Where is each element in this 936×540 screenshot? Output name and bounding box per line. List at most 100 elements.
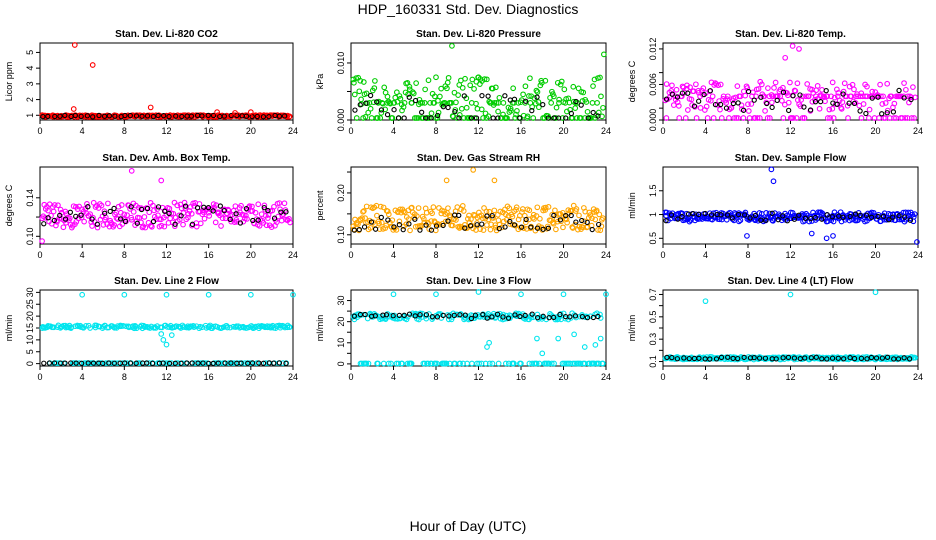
data-point bbox=[459, 202, 466, 209]
data-point bbox=[559, 209, 566, 216]
outlier-point bbox=[782, 54, 789, 61]
data-point bbox=[92, 204, 99, 210]
outlier-point bbox=[160, 337, 167, 343]
outlier-point bbox=[597, 335, 604, 342]
y-axis-label: degrees C bbox=[627, 60, 637, 102]
x-tick-label: 4 bbox=[80, 372, 85, 382]
reference-point bbox=[518, 224, 525, 230]
reference-point bbox=[735, 211, 742, 218]
data-point bbox=[384, 93, 391, 100]
x-tick-label: 24 bbox=[288, 372, 298, 382]
data-point bbox=[668, 88, 675, 94]
data-point bbox=[534, 204, 541, 211]
data-point bbox=[841, 80, 848, 87]
data-point bbox=[142, 323, 149, 330]
reference-point bbox=[906, 356, 913, 362]
reference-point bbox=[255, 217, 261, 223]
outlier-points bbox=[744, 166, 920, 245]
reference-point bbox=[468, 315, 475, 322]
plot-frame bbox=[662, 42, 919, 121]
data-point bbox=[419, 100, 426, 106]
chart-title: Stan. Dev. Li-820 Temp. bbox=[735, 29, 846, 40]
reference-point bbox=[812, 214, 818, 221]
data-point bbox=[830, 115, 837, 121]
reference-point bbox=[702, 210, 708, 217]
chart-title: Stan. Dev. Li-820 Pressure bbox=[416, 29, 541, 40]
data-point bbox=[137, 360, 143, 367]
data-point bbox=[838, 106, 845, 112]
reference-point bbox=[835, 355, 841, 361]
x-tick-label: 0 bbox=[37, 372, 42, 382]
data-point bbox=[814, 83, 821, 89]
y-axis-label: degrees C bbox=[4, 184, 14, 226]
data-point bbox=[287, 219, 293, 226]
reference-point bbox=[718, 354, 725, 361]
data-point bbox=[726, 115, 732, 121]
data-point bbox=[560, 224, 566, 231]
data-point bbox=[377, 203, 384, 210]
data-point bbox=[740, 115, 747, 121]
data-point bbox=[443, 360, 450, 367]
reference-point bbox=[696, 355, 702, 361]
reference-point bbox=[372, 226, 379, 232]
data-point bbox=[831, 94, 838, 101]
data-point bbox=[491, 207, 498, 214]
data-point bbox=[360, 79, 367, 85]
reference-point bbox=[67, 209, 73, 215]
data-point bbox=[198, 360, 204, 367]
reference-point bbox=[529, 311, 535, 317]
reference-point bbox=[500, 314, 506, 320]
data-point bbox=[474, 220, 480, 226]
y-tick-label: 4 bbox=[25, 66, 35, 71]
x-tick-label: 12 bbox=[161, 250, 171, 260]
reference-point bbox=[847, 213, 853, 220]
outlier-point bbox=[796, 46, 802, 52]
chart-title: Stan. Dev. Sample Flow bbox=[735, 153, 847, 164]
data-point bbox=[755, 86, 762, 92]
reference-point bbox=[769, 104, 775, 111]
reference-points bbox=[41, 203, 289, 227]
outlier-point bbox=[39, 238, 45, 244]
data-point bbox=[42, 214, 49, 221]
data-point bbox=[513, 204, 520, 211]
y-axis-label: ml/min bbox=[627, 192, 637, 219]
y-tick-label: 0.10 bbox=[336, 226, 346, 244]
x-tick-label: 20 bbox=[870, 372, 880, 382]
data-point bbox=[499, 224, 505, 231]
reference-point bbox=[780, 213, 786, 219]
reference-point bbox=[368, 219, 375, 225]
reference-points bbox=[663, 210, 914, 224]
reference-point bbox=[879, 111, 885, 117]
reference-point bbox=[172, 360, 178, 366]
data-point bbox=[85, 212, 92, 219]
data-point bbox=[742, 209, 749, 216]
data-point bbox=[481, 76, 488, 83]
data-point bbox=[663, 209, 670, 216]
outlier-point bbox=[518, 291, 524, 298]
data-point bbox=[556, 96, 562, 103]
data-point bbox=[351, 79, 357, 86]
data-point bbox=[857, 93, 864, 100]
x-tick-label: 16 bbox=[828, 126, 838, 136]
x-tick-label: 8 bbox=[433, 372, 438, 382]
y-tick-label: 10 bbox=[336, 338, 346, 348]
data-point bbox=[595, 109, 602, 116]
reference-point bbox=[396, 312, 403, 319]
reference-point bbox=[100, 360, 106, 366]
data-point bbox=[218, 223, 224, 229]
reference-points bbox=[40, 112, 288, 120]
data-point bbox=[505, 212, 512, 219]
reference-point bbox=[495, 115, 501, 121]
data-point bbox=[175, 360, 181, 367]
x-tick-label: 0 bbox=[37, 126, 42, 136]
outlier-point bbox=[491, 177, 498, 184]
reference-point bbox=[260, 360, 267, 366]
reference-point bbox=[724, 212, 731, 218]
reference-point bbox=[817, 98, 824, 105]
x-tick-label: 4 bbox=[391, 372, 396, 382]
x-tick-label: 20 bbox=[558, 372, 568, 382]
data-point bbox=[60, 224, 67, 231]
reference-point bbox=[283, 209, 289, 215]
reference-point bbox=[505, 315, 512, 321]
data-point bbox=[809, 218, 815, 224]
